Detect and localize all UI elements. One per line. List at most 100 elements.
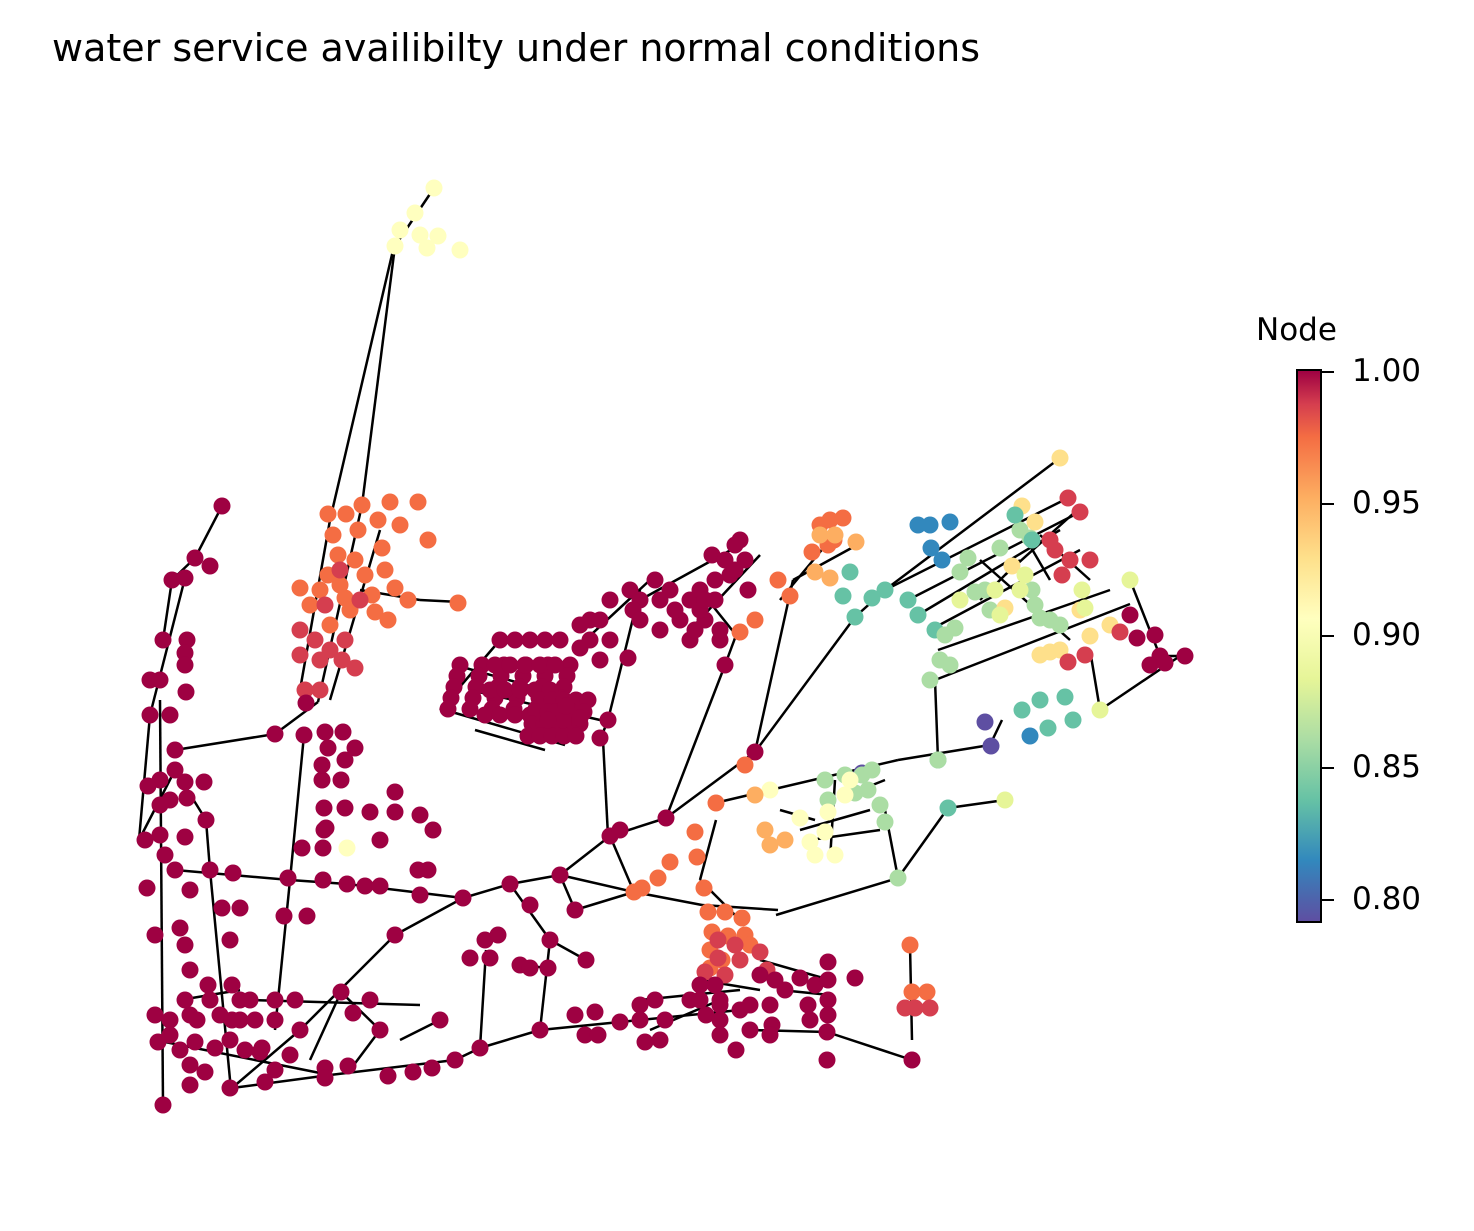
junction-node xyxy=(846,608,864,626)
junction-node xyxy=(1146,626,1164,644)
junction-node xyxy=(1061,551,1079,569)
junction-node xyxy=(539,711,557,729)
junction-node xyxy=(591,651,609,669)
junction-node xyxy=(531,727,549,745)
junction-node xyxy=(369,511,387,529)
junction-node xyxy=(1016,566,1034,584)
junction-node xyxy=(806,563,824,581)
junction-node xyxy=(801,1011,819,1029)
junction-node xyxy=(706,591,724,609)
junction-node xyxy=(1051,449,1069,467)
junction-node xyxy=(751,966,769,984)
junction-node xyxy=(291,1021,309,1039)
junction-node xyxy=(731,623,749,641)
junction-node xyxy=(686,621,704,639)
junction-node xyxy=(486,656,504,674)
junction-node xyxy=(256,1073,274,1091)
junction-node xyxy=(847,533,865,551)
junction-node xyxy=(619,649,637,667)
junction-node xyxy=(161,706,179,724)
junction-node xyxy=(1076,599,1094,617)
junction-node xyxy=(424,821,442,839)
junction-node xyxy=(319,505,337,523)
junction-node xyxy=(301,596,319,614)
junction-node xyxy=(386,579,404,597)
junction-node xyxy=(941,513,959,531)
junction-node xyxy=(454,889,472,907)
junction-node xyxy=(821,511,839,529)
junction-node xyxy=(666,601,684,619)
junction-node xyxy=(471,1039,489,1057)
junction-node xyxy=(1076,646,1094,664)
junction-node xyxy=(311,681,329,699)
junction-node xyxy=(991,606,1009,624)
junction-node xyxy=(481,949,499,967)
junction-node xyxy=(149,1033,167,1051)
junction-node xyxy=(178,631,196,649)
junction-node xyxy=(876,581,894,599)
junction-node xyxy=(976,713,994,731)
junction-node xyxy=(176,656,194,674)
junction-node xyxy=(306,631,324,649)
junction-node xyxy=(697,1006,715,1024)
pipe-edge xyxy=(474,728,546,752)
junction-node xyxy=(1071,503,1089,521)
pipe-edge xyxy=(559,835,611,876)
junction-node xyxy=(266,1061,284,1079)
colorbar-tick xyxy=(1322,635,1334,637)
junction-node xyxy=(386,926,404,944)
junction-node xyxy=(819,803,837,821)
junction-node xyxy=(709,949,727,967)
pipe-edge xyxy=(884,457,1061,591)
junction-node xyxy=(711,996,729,1014)
junction-node xyxy=(901,936,919,954)
pipe-edge xyxy=(907,510,1081,602)
junction-node xyxy=(1041,611,1059,629)
junction-node xyxy=(166,761,184,779)
junction-node xyxy=(557,697,575,715)
junction-node xyxy=(631,1011,649,1029)
junction-node xyxy=(951,563,969,581)
junction-node xyxy=(411,226,429,244)
junction-node xyxy=(491,631,509,649)
junction-node xyxy=(419,531,437,549)
junction-node xyxy=(176,569,194,587)
junction-node xyxy=(391,221,409,239)
junction-node xyxy=(336,631,354,649)
colorbar-tick xyxy=(1322,899,1334,901)
junction-node xyxy=(195,773,213,791)
junction-node xyxy=(176,773,194,791)
junction-node xyxy=(776,981,794,999)
junction-node xyxy=(313,771,331,789)
junction-node xyxy=(821,569,839,587)
colorbar-label: 0.90 xyxy=(1352,617,1422,653)
junction-node xyxy=(451,241,469,259)
junction-node xyxy=(291,646,309,664)
junction-node xyxy=(491,706,509,724)
junction-node xyxy=(746,743,764,761)
junction-node xyxy=(646,991,664,1009)
junction-node xyxy=(1051,641,1069,659)
junction-node xyxy=(298,907,316,925)
junction-node xyxy=(376,561,394,579)
junction-node xyxy=(1056,688,1074,706)
junction-nodes xyxy=(136,179,1194,1114)
junction-node xyxy=(651,621,669,639)
junction-node xyxy=(146,1006,164,1024)
junction-node xyxy=(266,725,284,743)
junction-node xyxy=(733,909,751,927)
junction-node xyxy=(231,899,249,917)
junction-node xyxy=(601,631,619,649)
pipe-edge xyxy=(896,807,950,879)
junction-node xyxy=(336,799,354,817)
pipe-edge xyxy=(288,734,306,881)
junction-node xyxy=(567,727,585,745)
junction-node xyxy=(651,1031,669,1049)
junction-node xyxy=(166,861,184,879)
junction-node xyxy=(1046,541,1064,559)
junction-node xyxy=(706,571,724,589)
junction-node xyxy=(1121,571,1139,589)
junction-node xyxy=(741,1021,759,1039)
junction-node xyxy=(577,951,595,969)
